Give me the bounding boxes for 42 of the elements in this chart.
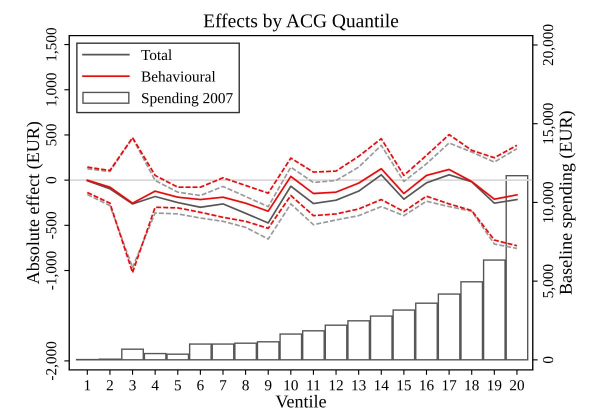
y-tick-label: 1,000 xyxy=(46,73,59,106)
x-tick-label: 4 xyxy=(152,380,159,390)
legend-label: Behavioural xyxy=(141,70,216,82)
y2-tick-label: 20,000 xyxy=(542,24,556,66)
y2-tick-label: 0 xyxy=(542,356,554,364)
x-tick-label: 13 xyxy=(352,380,366,390)
line-series xyxy=(86,134,518,194)
x-tick-label: 10 xyxy=(284,380,298,390)
y2-tick-label: 15,000 xyxy=(542,103,556,144)
x-tick-label: 18 xyxy=(465,380,479,390)
x-tick-label: 6 xyxy=(197,380,204,390)
line-series xyxy=(86,168,518,212)
x-tick-label: 8 xyxy=(242,380,249,390)
y-axis-title: Absolute effect (EUR) xyxy=(26,122,43,284)
y2-axis-title: Baseline spending (EUR) xyxy=(559,111,576,294)
x-tick-label: 15 xyxy=(398,380,411,390)
x-tick-label: 5 xyxy=(174,380,181,390)
legend-label: Spending 2007 xyxy=(142,92,233,106)
x-tick-label: 1 xyxy=(84,380,90,390)
y-tick-label: -2,000 xyxy=(46,342,59,380)
x-tick-label: 3 xyxy=(129,380,136,390)
x-tick-label: 12 xyxy=(330,380,343,390)
line-series xyxy=(86,137,518,208)
x-tick-label: 19 xyxy=(488,380,502,390)
x-tick-label: 9 xyxy=(264,380,272,390)
y2-tick-label: 10,000 xyxy=(542,182,556,222)
x-tick-label: 11 xyxy=(307,380,320,390)
y-tick-label: 500 xyxy=(46,124,56,146)
x-axis-title: Ventile xyxy=(276,394,326,408)
x-tick-label: 17 xyxy=(442,380,456,390)
x-tick-label: 16 xyxy=(420,380,434,390)
chart-title: Effects by ACG Quantile xyxy=(204,14,398,32)
x-tick-label: 7 xyxy=(220,380,226,390)
y-tick-label: 1,500 xyxy=(46,28,59,60)
x-tick-label: 14 xyxy=(374,380,389,390)
legend-label: Total xyxy=(141,49,172,60)
x-tick-label: 20 xyxy=(510,380,524,390)
y2-tick-label: 5,000 xyxy=(542,264,556,298)
y-tick-label: 0 xyxy=(46,176,56,184)
y-tick-label: -500 xyxy=(46,212,56,239)
y-tick-label: -1,000 xyxy=(46,251,59,290)
x-tick-label: 2 xyxy=(106,380,113,390)
